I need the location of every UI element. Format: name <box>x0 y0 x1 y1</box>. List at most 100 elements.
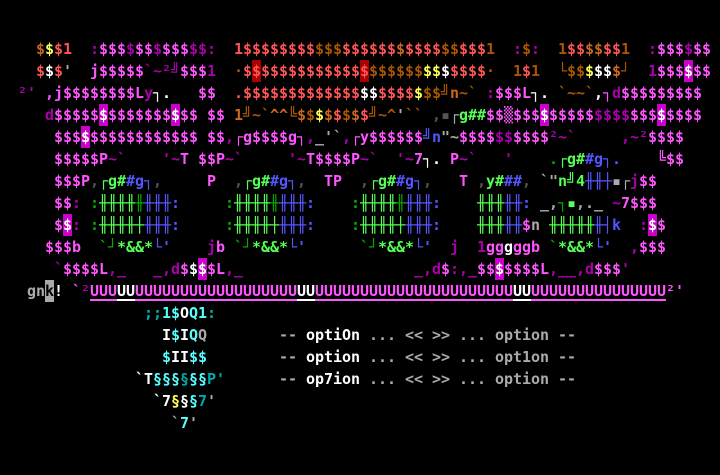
ansi-text-segment: $ <box>612 62 622 80</box>
ansi-text-segment: option <box>495 326 550 344</box>
ansi-text-segment: ^^ <box>270 106 289 124</box>
ansi-text-segment: # <box>387 172 397 190</box>
ansi-text-segment: $$$ <box>99 40 127 58</box>
ansi-text-segment: 1 <box>234 40 244 58</box>
grid-line-3: $$$ b ` ┘ * && * └ ' j b ` ┘ * && * └ ' ` ┘ * && * └ ' j 1 gg g gg b ` *… <box>0 236 720 258</box>
ansi-text-segment: , <box>621 128 631 146</box>
logo-line-4: d $$$$$ $ $$$$$$$ $ $$ $$ 1 ╝ ~` ^^ ╚ $ $ $ $ $ $ $ $ ╝ ~^ ' ``… <box>0 104 720 126</box>
ansi-text-segment: : <box>351 194 361 212</box>
ansi-text-segment: $ <box>495 258 505 280</box>
ansi-text-segment: $ <box>54 216 64 234</box>
ansi-text-segment: └ <box>558 62 568 80</box>
ansi-text-segment: ²' <box>18 84 37 102</box>
ansi-text-segment: , <box>423 260 433 278</box>
arrow-line-6: ` 7 ' <box>0 412 720 434</box>
ansi-text-segment: $ <box>54 40 64 58</box>
ansi-text-segment: $ <box>522 216 532 234</box>
ansi-text-segment: ' <box>297 238 307 256</box>
ansi-text-segment: option <box>495 370 550 388</box>
ansi-text-segment: ╫╫╫╫ <box>360 216 397 234</box>
ansi-text-segment: $ <box>171 304 181 322</box>
ansi-text-segment: ▒ <box>504 106 514 124</box>
ansi-text-segment: ,_ <box>459 260 478 278</box>
ansi-text-segment: P <box>450 150 460 168</box>
ansi-text-segment: ╝ <box>171 62 181 80</box>
logo-line-1: $ $ $1: $$$ $ $$ $ $$$ $$:1 $$$$$$$$ $$$ $$$$$$ $ $$$… <box>0 38 720 60</box>
ansi-text-segment: ' <box>216 370 226 388</box>
ansi-text-segment: k <box>45 280 55 302</box>
ansi-text-segment: j <box>450 238 460 256</box>
ansi-text-segment: ' <box>189 414 199 432</box>
ansi-text-segment: ~` <box>108 150 127 168</box>
ansi-text-segment: ┌ <box>450 106 460 124</box>
ansi-text-segment: ... <box>459 348 487 366</box>
ansi-text-segment: $ <box>396 40 406 58</box>
ansi-text-segment: UUU <box>90 282 118 301</box>
ansi-text-segment: $$ <box>441 40 460 58</box>
ansi-text-segment: $ <box>162 348 172 366</box>
ansi-text-segment: , <box>306 128 316 146</box>
ansi-text-segment: ┌ <box>558 150 568 168</box>
ansi-text-segment: ' <box>63 62 73 80</box>
ansi-text-segment: ╫╫╫╫ <box>234 194 271 212</box>
ansi-text-segment: g <box>567 150 577 168</box>
ansi-text-segment: ~` <box>225 150 244 168</box>
ansi-text-segment: ` <box>72 282 82 300</box>
ansi-text-segment: $$ <box>693 40 712 58</box>
ansi-text-segment: ┐ <box>603 84 613 102</box>
ansi-text-segment: ~ <box>405 150 415 168</box>
ansi-text-segment: g <box>279 172 289 190</box>
ansi-text-segment: ² <box>549 128 559 146</box>
ansi-text-segment: UU <box>513 282 532 301</box>
ansi-text-segment: ' <box>207 392 217 410</box>
ansi-text-segment: $ <box>189 260 199 278</box>
ansi-text-segment: ┼ <box>270 216 280 234</box>
ansi-text-segment: : <box>450 260 460 278</box>
ansi-text-segment: g <box>27 282 37 300</box>
ansi-text-segment: $$$$ <box>315 150 352 168</box>
ansi-text-segment: ╫╫╫╫ <box>99 216 136 234</box>
ansi-text-segment: , <box>549 260 559 278</box>
arrow-line-5: ` 7 § § § 7 ' <box>0 390 720 412</box>
ansi-text-segment: g <box>243 128 253 146</box>
grid-line-2: $ $:: ╫╫╫╫ ┼ ╫╫╫:: ╫╫╫╫ ┼ ╫╫╫:: ╫╫╫╫ ┼ ╫╫╫: ╫╫╫ ╫╫ $ n… <box>0 214 720 236</box>
ansi-text-segment: $$$ <box>495 84 523 102</box>
ansi-text-segment: ┐ <box>288 172 298 190</box>
ansi-text-segment: § <box>180 370 190 388</box>
ansi-text-segment: $$$$$$$$$$$$$ <box>243 84 361 102</box>
ansi-text-segment: ~` <box>360 150 379 168</box>
ansi-text-segment: ` <box>234 238 244 256</box>
ansi-text-segment: ~` <box>558 128 577 146</box>
ansi-text-segment: $$$$$$$ <box>108 106 172 124</box>
ansi-text-segment: P <box>216 150 226 168</box>
ansi-text-segment: ╫╫╫ <box>279 194 307 212</box>
ansi-text-segment: g <box>288 128 298 146</box>
ansi-text-segment: ` <box>540 172 550 190</box>
ansi-text-segment: 7 <box>198 392 208 410</box>
ansi-text-segment: g <box>378 172 388 190</box>
ansi-text-segment: P <box>207 172 217 190</box>
ansi-text-segment: # <box>117 172 127 190</box>
ansi-text-segment: · <box>486 62 496 80</box>
ansi-text-segment: ┐ <box>558 194 568 212</box>
ansi-text-segment: ~ <box>297 150 307 168</box>
ansi-text-segment: $$$$$$ <box>369 62 424 80</box>
ansi-text-segment: . <box>540 84 550 102</box>
ansi-text-segment: $$$ <box>459 40 487 58</box>
ansi-text-segment: `~ <box>144 62 163 80</box>
ansi-text-segment: , <box>297 172 307 190</box>
ansi-text-segment: $$$ <box>54 172 82 190</box>
ansi-text-segment: ┐ <box>414 172 424 190</box>
ansi-text-segment: 7 <box>180 414 190 432</box>
ansi-text-segment: $$$$$ <box>549 106 595 124</box>
ansi-text-segment: T <box>459 172 469 190</box>
ansi-text-segment: gg <box>513 238 532 256</box>
ansi-text-segment: $$ <box>198 150 217 168</box>
ansi-text-segment: : <box>351 216 361 234</box>
ansi-text-segment: $$$$$ <box>54 150 100 168</box>
ansi-text-segment: ;; <box>144 304 163 322</box>
ansi-text-segment: $$ <box>180 106 199 124</box>
ansi-text-segment: d <box>585 260 595 278</box>
ansi-text-segment: Q <box>189 304 199 322</box>
